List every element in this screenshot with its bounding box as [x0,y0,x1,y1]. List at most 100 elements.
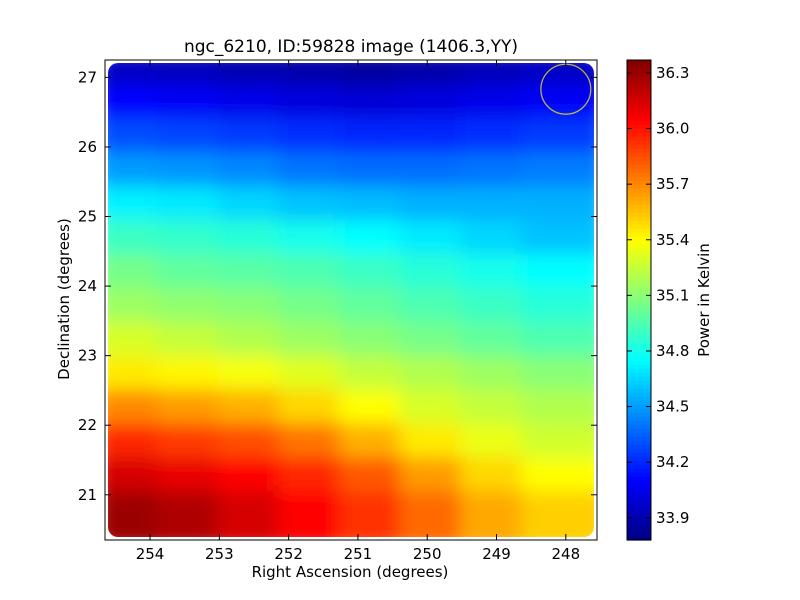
colorbar-step [627,460,651,465]
x-tick-label: 252 [274,545,303,563]
colorbar-step [627,112,651,117]
colorbar-step [627,140,651,145]
colorbar-step [627,428,651,433]
colorbar-step [627,320,651,325]
colorbar-step [627,156,651,161]
colorbar-step [627,300,651,305]
colorbar-step [627,316,651,321]
colorbar-step [627,512,651,517]
colorbar-tick-label: 36.3 [656,64,689,82]
colorbar-step [627,84,651,89]
colorbar-step [627,76,651,81]
y-tick-label: 25 [78,208,97,226]
colorbar-step [627,72,651,77]
colorbar-step [627,356,651,361]
y-tick-label: 23 [78,347,97,365]
colorbar-step [627,208,651,213]
colorbar-tick-label: 34.8 [656,342,689,360]
heatmap-cell [521,491,594,537]
colorbar-step [627,456,651,461]
y-axis-label: Declination (degrees) [55,218,73,380]
colorbar-step [627,324,651,329]
colorbar-step [627,236,651,241]
colorbar-step [627,188,651,193]
colorbar-step [627,100,651,105]
colorbar-tick-label: 35.7 [656,175,689,193]
colorbar-step [627,60,651,65]
colorbar-step [627,176,651,181]
colorbar-tick-label: 36.0 [656,120,689,138]
colorbar-frame [626,59,652,541]
colorbar-step [627,440,651,445]
colorbar-step [627,396,651,401]
colorbar-step [627,276,651,281]
colorbar: 33.9 34.2 34.5 34.8 35.1 35.4 35.7 36.0 36.3 [626,59,689,541]
colorbar-step [627,348,651,353]
colorbar-step [627,160,651,165]
colorbar-step [627,308,651,313]
x-axis: 254 253 252 251 250 249 248 [136,60,580,563]
colorbar-step [627,116,651,121]
colorbar-step [627,344,651,349]
plot-frame [104,59,598,541]
colorbar-step [627,448,651,453]
colorbar-step [627,380,651,385]
colorbar-step [627,204,651,209]
colorbar-label: Power in Kelvin [695,243,713,357]
colorbar-step [627,500,651,505]
colorbar-step [627,480,651,485]
colorbar-tick-label: 35.4 [656,231,689,249]
colorbar-step [627,96,651,101]
colorbar-step [627,412,651,417]
y-tick-label: 22 [78,416,97,434]
colorbar-tick-label: 34.2 [656,453,689,471]
colorbar-step [627,376,651,381]
colorbar-step [627,168,651,173]
heatmap-image [108,63,594,537]
colorbar-step [627,444,651,449]
colorbar-step [627,264,651,269]
colorbar-step [627,260,651,265]
colorbar-step [627,312,651,317]
colorbar-step [627,240,651,245]
colorbar-step [627,392,651,397]
x-axis-label: Right Ascension (degrees) [252,563,449,581]
colorbar-step [627,268,651,273]
colorbar-tick-label: 33.9 [656,509,689,527]
colorbar-step [627,172,651,177]
colorbar-step [627,292,651,297]
colorbar-step [627,484,651,489]
colorbar-step [627,288,651,293]
colorbar-step [627,88,651,93]
colorbar-step [627,252,651,257]
colorbar-step [627,284,651,289]
x-tick-label: 254 [136,545,165,563]
colorbar-step [627,388,651,393]
colorbar-step [627,244,651,249]
colorbar-step [627,184,651,189]
colorbar-step [627,132,651,137]
colorbar-step [627,212,651,217]
chart-title: ngc_6210, ID:59828 image (1406.3,YY) [184,37,518,57]
colorbar-step [627,516,651,521]
colorbar-step [627,464,651,469]
x-tick-label: 251 [344,545,373,563]
colorbar-step [627,180,651,185]
colorbar-step [627,216,651,221]
y-tick-label: 24 [78,277,97,295]
colorbar-step [627,80,651,85]
colorbar-step [627,360,651,365]
y-tick-label: 27 [78,68,97,86]
colorbar-step [627,496,651,501]
colorbar-step [627,128,651,133]
colorbar-step [627,336,651,341]
colorbar-step [627,408,651,413]
colorbar-step [627,120,651,125]
colorbar-step [627,468,651,473]
colorbar-step [627,108,651,113]
colorbar-step [627,280,651,285]
colorbar-step [627,124,651,129]
colorbar-step [627,368,651,373]
colorbar-step [627,384,651,389]
